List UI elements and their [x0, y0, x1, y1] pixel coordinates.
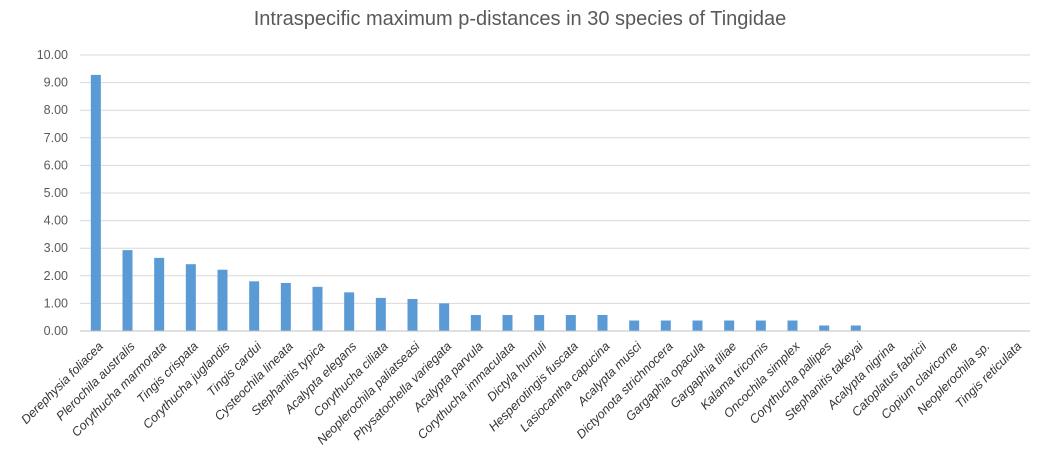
y-tick-label: 8.00 — [44, 103, 68, 117]
bar — [344, 292, 355, 331]
bar — [629, 320, 640, 331]
bar — [90, 74, 101, 331]
bar — [217, 269, 228, 331]
bar — [249, 281, 260, 331]
bar — [312, 286, 323, 331]
y-tick-label: 7.00 — [44, 131, 68, 145]
y-tick-label: 0.00 — [44, 324, 68, 338]
bar — [122, 250, 133, 331]
bar — [439, 303, 450, 331]
bar — [534, 314, 545, 331]
y-tick-label: 5.00 — [44, 186, 68, 200]
bar — [502, 314, 513, 331]
y-tick-label: 2.00 — [44, 269, 68, 283]
bar — [787, 320, 798, 331]
bar — [819, 325, 830, 331]
y-tick-label: 10.00 — [37, 48, 68, 62]
y-tick-label: 1.00 — [44, 296, 68, 310]
y-tick-label: 3.00 — [44, 241, 68, 255]
bar — [597, 314, 608, 331]
bar — [724, 320, 735, 331]
bar — [280, 282, 291, 331]
bar — [375, 297, 386, 331]
bar — [755, 320, 766, 331]
bar — [154, 257, 165, 331]
bar — [407, 298, 418, 331]
bar — [660, 320, 671, 331]
bar — [565, 314, 576, 331]
bar — [850, 325, 861, 331]
bar — [185, 264, 196, 331]
y-tick-label: 6.00 — [44, 158, 68, 172]
grid-layer — [80, 54, 1030, 304]
bar — [692, 320, 703, 331]
bars — [90, 74, 861, 331]
y-tick-label: 4.00 — [44, 214, 68, 228]
y-tick-label: 9.00 — [44, 76, 68, 90]
y-tick-labels: 0.00 1.00 2.00 3.00 4.00 5.00 6.00 7.00 8.00 9.00… — [37, 48, 68, 338]
bar — [470, 314, 481, 331]
chart-title: Intraspecific maximum p-distances in 30 … — [253, 8, 787, 30]
